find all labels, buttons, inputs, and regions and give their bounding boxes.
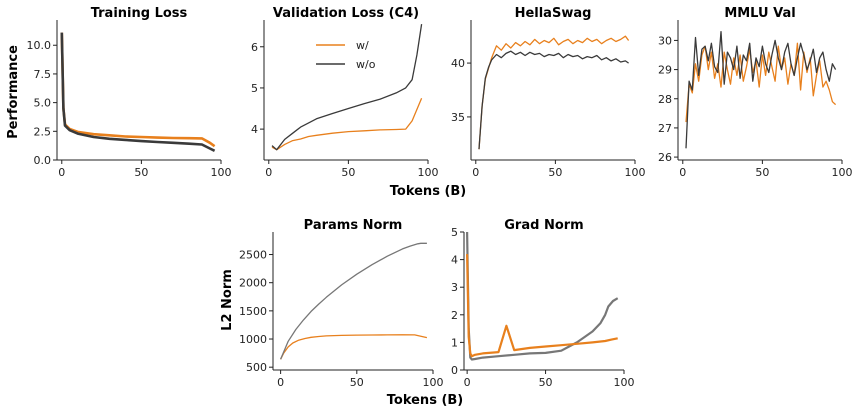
x-tick-label: 100 <box>423 376 444 389</box>
x-tick-label: 0 <box>58 166 65 179</box>
y-tick-label: 500 <box>246 361 267 374</box>
chart-title: Params Norm <box>304 218 403 233</box>
x-tick-label: 0 <box>679 166 686 179</box>
legend-label-with: w/ <box>356 39 369 52</box>
x-tick-label: 0 <box>464 376 471 389</box>
y-tick-label: 26 <box>658 151 672 164</box>
legend: w/ w/o <box>316 39 376 71</box>
series-line-without <box>466 231 619 361</box>
y-tick-label: 30 <box>658 34 672 47</box>
y-tick-label: 4 <box>251 123 258 136</box>
x-tick-label: 50 <box>134 166 148 179</box>
row2-ylabel: L2 Norm <box>220 269 235 331</box>
series-line-with <box>60 32 216 148</box>
row1-ylabel: Performance <box>6 45 21 139</box>
series-line-with <box>280 334 428 360</box>
x-tick-label: 50 <box>548 166 562 179</box>
y-tick-label: 1000 <box>239 333 267 346</box>
series-line-without <box>271 24 423 151</box>
y-tick-label: 35 <box>451 111 465 124</box>
y-tick-label: 4 <box>451 254 458 267</box>
y-tick-label: 7.5 <box>34 68 52 81</box>
series-line-without <box>685 31 837 149</box>
chart-6: Grad Norm 0 50 100 0 1 2 3 4 5 <box>451 218 635 389</box>
row1-xlabel: Tokens (B) <box>390 184 467 199</box>
x-tick-label: 100 <box>625 166 646 179</box>
series-line-with <box>271 97 423 151</box>
y-tick-label: 2 <box>451 309 458 322</box>
series-line-with <box>466 254 618 358</box>
y-tick-label: 5 <box>451 226 458 239</box>
y-tick-label: 5 <box>251 82 258 95</box>
y-tick-label: 10.0 <box>27 39 52 52</box>
y-tick-label: 28 <box>658 93 672 106</box>
y-tick-label: 2000 <box>239 277 267 290</box>
series-line-with <box>478 35 630 150</box>
y-tick-label: 5.0 <box>34 97 52 110</box>
y-tick-label: 0.0 <box>34 154 52 167</box>
chart-title: Grad Norm <box>504 218 583 233</box>
chart-2: Validation Loss (C4) 0 50 100 4 5 6 <box>251 6 439 179</box>
x-tick-label: 50 <box>350 376 364 389</box>
chart-5: Params Norm 0 50 100 500 1000 1500 2000 2500 <box>239 218 444 389</box>
series-line-without <box>478 50 629 150</box>
x-tick-label: 0 <box>277 376 284 389</box>
chart-1: Training Loss 0 50 100 0.0 2.5 5.0 7.5 10.0 <box>27 6 232 179</box>
chart-title: Training Loss <box>91 6 188 21</box>
y-tick-label: 1 <box>451 336 458 349</box>
y-tick-label: 3 <box>451 281 458 294</box>
chart-title: Validation Loss (C4) <box>273 6 419 21</box>
chart-title: MMLU Val <box>724 6 795 21</box>
x-tick-label: 100 <box>211 166 232 179</box>
legend-label-without: w/o <box>356 58 376 71</box>
y-tick-label: 2.5 <box>34 125 52 138</box>
chart-3: HellaSwag 0 50 100 35 40 <box>451 6 646 179</box>
series-line-without <box>60 32 216 152</box>
x-tick-label: 50 <box>341 166 355 179</box>
chart-title: HellaSwag <box>515 6 592 21</box>
series-line-with <box>685 42 837 123</box>
x-tick-label: 100 <box>614 376 635 389</box>
y-tick-label: 6 <box>251 41 258 54</box>
x-tick-label: 100 <box>832 166 853 179</box>
series-line-without <box>280 242 427 360</box>
y-tick-label: 29 <box>658 64 672 77</box>
row2-xlabel: Tokens (B) <box>387 393 464 408</box>
y-tick-label: 40 <box>451 57 465 70</box>
x-tick-label: 0 <box>472 166 479 179</box>
chart-4: MMLU Val 0 50 100 26 27 28 29 30 <box>658 6 853 179</box>
x-tick-label: 100 <box>418 166 439 179</box>
y-tick-label: 0 <box>451 364 458 377</box>
y-tick-label: 27 <box>658 122 672 135</box>
x-tick-label: 0 <box>265 166 272 179</box>
x-tick-label: 50 <box>539 376 553 389</box>
y-tick-label: 1500 <box>239 305 267 318</box>
y-tick-label: 2500 <box>239 249 267 262</box>
x-tick-label: 50 <box>755 166 769 179</box>
